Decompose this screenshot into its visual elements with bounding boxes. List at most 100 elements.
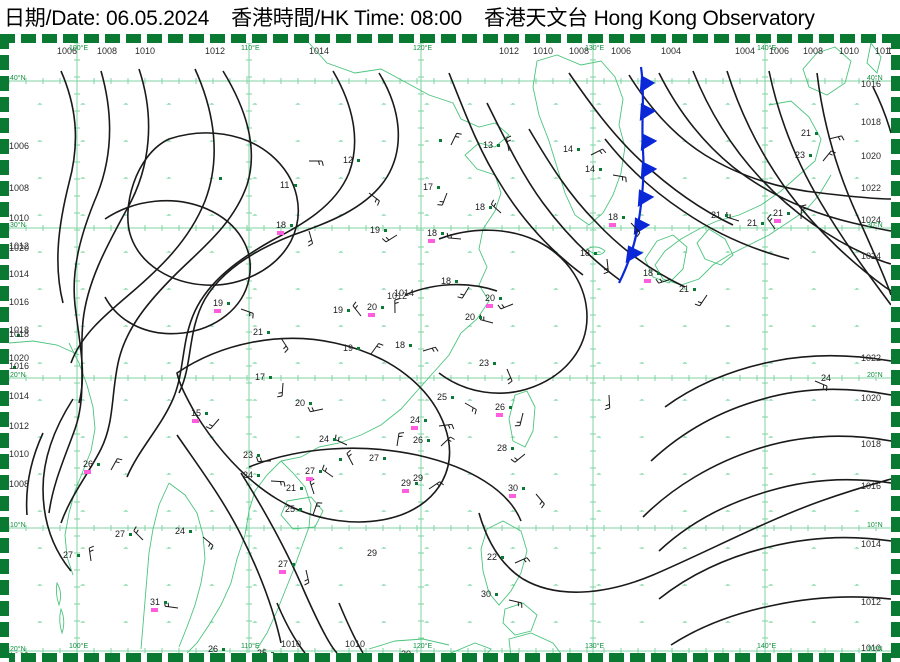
station-temperature: 12 [343, 155, 354, 165]
station-temperature: 20 [485, 293, 496, 303]
station-dot [292, 563, 295, 566]
isobar-value-label: 1016 [861, 481, 882, 491]
isobar-value-label: 1012 [499, 46, 520, 56]
station-temperature: 20 [295, 398, 306, 408]
station-temperature: 27 [115, 529, 126, 539]
station-temperature: 27 [369, 453, 380, 463]
station-dot [493, 362, 496, 365]
isobar-value-label: 1014 [394, 288, 415, 298]
dewpoint-marker [279, 570, 286, 574]
graticule-tick-label: 20°N [867, 372, 883, 379]
station-temperature: 22 [487, 552, 498, 562]
station-dot [499, 297, 502, 300]
station-temperature: 26 [495, 402, 506, 412]
station-dot [319, 470, 322, 473]
dewpoint-marker [306, 477, 313, 481]
station-temperature: 18 [608, 212, 619, 222]
isobar-value-label: 1012 [9, 241, 30, 251]
station-dot [451, 396, 454, 399]
dewpoint-marker [277, 231, 284, 235]
station-temperature: 23 [795, 150, 806, 160]
station-dot [299, 508, 302, 511]
dewpoint-marker [402, 489, 409, 493]
dewpoint-marker [496, 413, 503, 417]
isobar-value-label: 1010 [345, 639, 366, 649]
dewpoint-marker [411, 426, 418, 430]
station-dot [815, 132, 818, 135]
station-temperature: 18 [475, 202, 486, 212]
station-temperature: 19 [343, 343, 354, 353]
isobar-value-label: 1008 [803, 46, 824, 56]
station-temperature: 27 [63, 550, 74, 560]
station-dot [189, 530, 192, 533]
isobar-value-label: 1020 [861, 393, 882, 403]
isobar-value-label: 1010 [533, 46, 554, 56]
isobar-value-label: 1018 [9, 325, 30, 335]
station-temperature: 29 [367, 548, 378, 558]
map-vector-layer [9, 43, 891, 653]
station-temperature: 18 [427, 228, 438, 238]
graticule-tick-label: 20°N [10, 646, 26, 653]
station-temperature: 14 [585, 164, 596, 174]
dewpoint-marker [192, 419, 199, 423]
isobar-value-label: 1010 [281, 639, 302, 649]
dewpoint-marker [428, 239, 435, 243]
station-dot [577, 148, 580, 151]
graticule-tick-label: 10°N [867, 522, 883, 529]
station-temperature: 17 [255, 372, 266, 382]
graticule-tick-label: 110°E [241, 643, 260, 650]
graticule-tick-label: 120°E [413, 643, 433, 650]
graticule-tick-label: 130°E [585, 45, 605, 52]
graticule-ticks [9, 43, 877, 653]
station-dot [290, 224, 293, 227]
chart-plot-area: 11 12 18 17 19 18 18 13 14 14 18 18 18 20 20 19 20 19 18 19… [9, 43, 891, 653]
isobar-value-label: 1008 [97, 46, 118, 56]
station-dot [257, 454, 260, 457]
graticule-tick-label: 10°N [10, 522, 26, 529]
station-dot [455, 280, 458, 283]
isobar-value-label: 1004 [735, 46, 756, 56]
isobar-value-label: 1008 [569, 46, 590, 56]
isobar-value-label: 1020 [9, 353, 30, 363]
station-dot [269, 376, 272, 379]
station-temperature: 31 [150, 597, 161, 607]
station-dot [219, 177, 222, 180]
station-temperature: 19 [213, 298, 224, 308]
graticule-tick-label: 100°E [69, 45, 89, 52]
station-dot [441, 232, 444, 235]
station-dot [424, 419, 427, 422]
station-dot [501, 556, 504, 559]
station-temperature: 27 [278, 559, 289, 569]
station-temperature: 25 [257, 648, 268, 653]
station-dot [693, 288, 696, 291]
station-temperature: 26 [208, 644, 219, 653]
station-temperature: 21 [801, 128, 812, 138]
isobar-value-label: 1010 [9, 449, 30, 459]
station-dot [657, 272, 660, 275]
station-temperature: 21 [711, 210, 722, 220]
dewpoint-marker [774, 219, 781, 223]
isobar-value-label: 1016 [9, 297, 30, 307]
graticule-tick-label: 100°E [69, 643, 89, 650]
isobar-value-label: 1012 [387, 291, 408, 301]
graticule-tick-label: 110°E [241, 45, 260, 52]
chart-border-top [0, 34, 900, 43]
station-dot [222, 648, 225, 651]
station-dot [495, 593, 498, 596]
station-temperature: 24 [243, 470, 254, 480]
station-dot [522, 487, 525, 490]
chart-border-right [891, 34, 900, 662]
station-dot [415, 482, 418, 485]
isobar-value-label: 1006 [611, 46, 632, 56]
station-temperature: 27 [305, 466, 316, 476]
station-temperature: 24 [410, 415, 421, 425]
station-temperature: 14 [563, 144, 574, 154]
dewpoint-marker [84, 470, 91, 474]
isobar-value-label: 1016 [861, 79, 882, 89]
header-time: 香港時間/HK Time: 08:00 [231, 7, 462, 30]
station-dot [300, 487, 303, 490]
graticule-tick-label: 40°N [867, 75, 883, 82]
station-dot [409, 344, 412, 347]
isobar-value-label: 1022 [861, 183, 882, 193]
isobar-value-label: 1020 [861, 151, 882, 161]
